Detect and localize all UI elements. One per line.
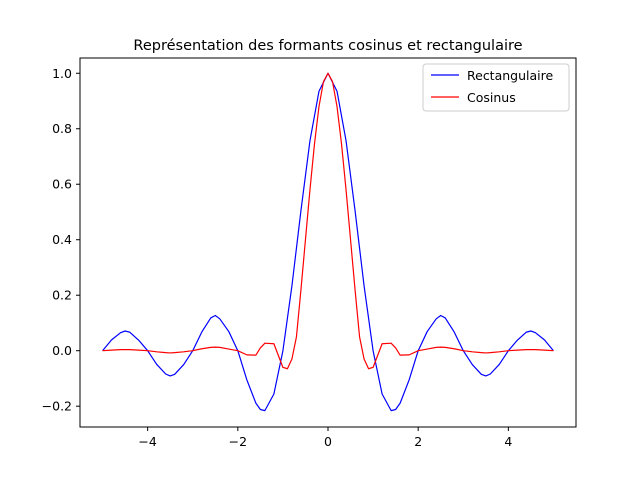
x-axis: −4 −2 0 2 4 bbox=[138, 427, 512, 449]
chart-title: Représentation des formants cosinus et r… bbox=[133, 38, 522, 54]
legend-label-cosinus: Cosinus bbox=[467, 90, 516, 105]
y-tick-label: 0.6 bbox=[52, 177, 72, 192]
y-tick-label: 0.2 bbox=[52, 288, 72, 303]
series-line-cosinus bbox=[102, 72, 554, 370]
y-tick-label: −0.2 bbox=[42, 399, 72, 414]
plot-lines bbox=[102, 72, 554, 412]
legend-label-rectangulaire: Rectangulaire bbox=[467, 68, 553, 83]
plot-frame bbox=[79, 57, 577, 428]
x-tick-label: 2 bbox=[414, 434, 422, 449]
y-tick-label: 1.0 bbox=[52, 66, 72, 81]
y-tick-label: 0.4 bbox=[52, 232, 72, 247]
legend-box bbox=[422, 63, 570, 112]
series-line-rectangulaire bbox=[102, 72, 554, 412]
x-tick-label: −4 bbox=[138, 434, 156, 449]
legend: Rectangulaire Cosinus bbox=[422, 63, 570, 112]
y-tick-label: 0.8 bbox=[52, 121, 72, 136]
y-axis: −0.2 0.0 0.2 0.4 0.6 0.8 1.0 bbox=[42, 66, 80, 414]
y-tick-label: 0.0 bbox=[52, 343, 72, 358]
x-tick-label: −2 bbox=[229, 434, 247, 449]
x-tick-label: 0 bbox=[324, 434, 332, 449]
x-tick-label: 4 bbox=[504, 434, 512, 449]
